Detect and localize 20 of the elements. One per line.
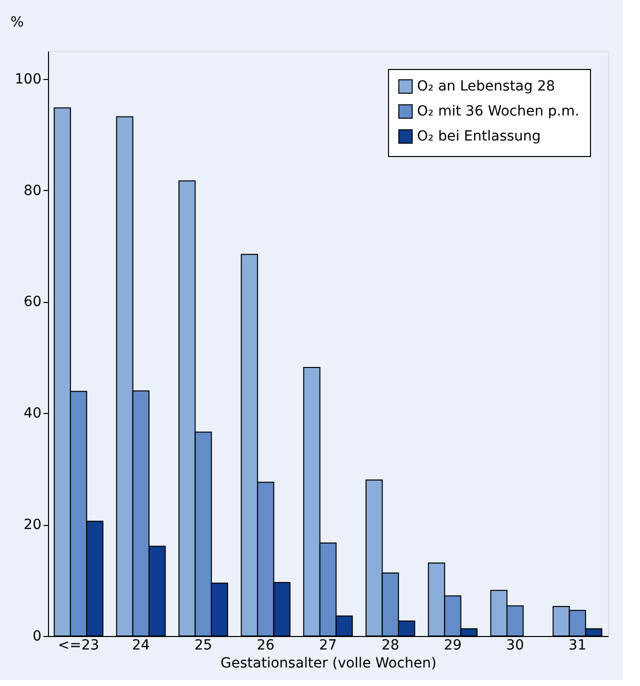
x-tick-label: 25 (194, 638, 212, 654)
y-tick-label: 80 (24, 182, 42, 199)
y-tick-label: 20 (24, 517, 42, 534)
y-axis-title: % (10, 14, 24, 30)
x-tick-label: 28 (381, 638, 400, 654)
y-tick-label: 60 (24, 294, 42, 310)
x-tick-label: 26 (256, 638, 275, 654)
x-tick-label: 30 (506, 638, 524, 654)
x-axis-title: Gestationsalter (volle Wochen) (220, 656, 436, 672)
x-tick-label: 31 (568, 638, 586, 654)
legend-label: O₂ an Lebenstag 28 (417, 78, 556, 94)
x-tick-label: 29 (444, 638, 462, 654)
legend-label: O₂ bei Entlassung (417, 128, 541, 144)
x-tick-label: 27 (319, 638, 337, 654)
y-tick-label: 100 (14, 71, 42, 88)
x-tick-label: <=23 (58, 638, 100, 654)
y-tick-label: 40 (24, 406, 42, 422)
y-tick-label: 0 (32, 628, 42, 644)
x-tick-label: 24 (132, 638, 150, 654)
legend-label: O₂ mit 36 Wochen p.m. (417, 104, 580, 120)
